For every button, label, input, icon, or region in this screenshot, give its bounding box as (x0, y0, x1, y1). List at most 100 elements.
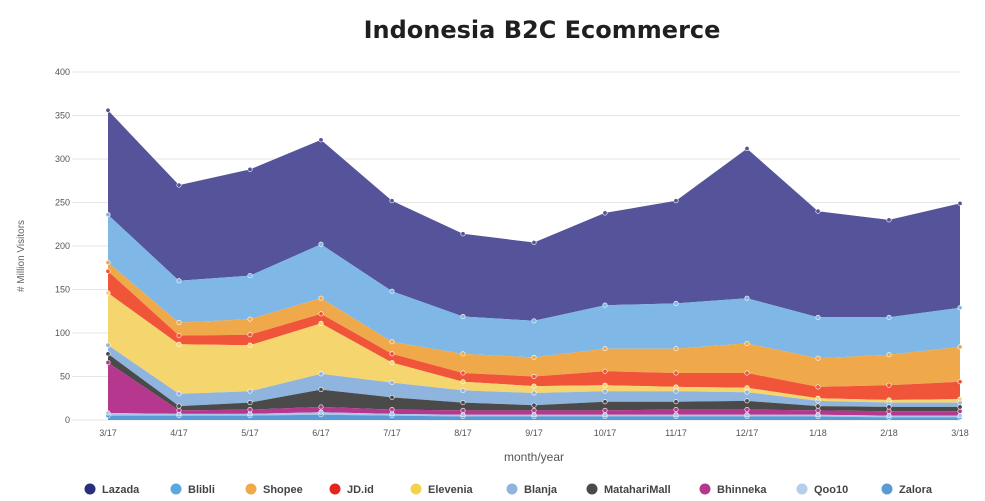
x-axis-label: month/year (504, 450, 564, 464)
legend-item-mataharimall: MatahariMall (586, 483, 671, 496)
point-bhinneka (744, 407, 750, 413)
legend-item-lazada: Lazada (84, 483, 140, 496)
point-mataharimall (247, 400, 253, 406)
legend-label: Blibli (188, 484, 215, 496)
legend-item-blibli: Blibli (170, 483, 215, 496)
point-bhinneka (460, 407, 466, 413)
point-shopee (460, 351, 466, 357)
x-tick-label: 3/18 (951, 428, 969, 438)
x-tick-label: 9/17 (525, 428, 543, 438)
area-shopee (108, 262, 960, 387)
point-lazada (389, 198, 395, 204)
point-mataharimall (105, 351, 111, 357)
point-bhinneka (105, 360, 111, 366)
point-mataharimall (815, 403, 821, 409)
point-bhinneka (389, 407, 395, 413)
point-shopee (176, 320, 182, 326)
point-shopee (531, 354, 537, 360)
point-jd.id (957, 379, 963, 385)
area-jd.id (108, 271, 960, 400)
point-mataharimall (673, 399, 679, 405)
legend-item-blanja: Blanja (506, 483, 558, 496)
point-blibli (602, 302, 608, 308)
chart-title: Indonesia B2C Ecommerce (364, 16, 721, 44)
point-qoo10 (318, 409, 324, 415)
point-lazada (886, 217, 892, 223)
point-shopee (389, 339, 395, 345)
point-blibli (176, 278, 182, 284)
x-tick-label: 8/17 (454, 428, 472, 438)
point-lazada (105, 107, 111, 113)
point-lazada (176, 182, 182, 188)
legend-marker (329, 483, 341, 495)
point-blanja (176, 391, 182, 397)
point-elevenia (460, 379, 466, 385)
point-qoo10 (602, 412, 608, 418)
x-tick-label: 10/17 (594, 428, 617, 438)
area-series (108, 110, 960, 420)
point-lazada (815, 208, 821, 214)
point-bhinneka (318, 404, 324, 410)
point-qoo10 (673, 412, 679, 418)
point-elevenia (247, 342, 253, 348)
point-qoo10 (815, 412, 821, 418)
point-blanja (531, 390, 537, 396)
point-mataharimall (957, 404, 963, 410)
point-blibli (318, 241, 324, 247)
point-elevenia (105, 290, 111, 296)
data-points (105, 107, 963, 420)
point-jd.id (247, 332, 253, 338)
point-qoo10 (460, 412, 466, 418)
legend-marker (84, 483, 96, 495)
point-elevenia (673, 384, 679, 390)
x-tick-label: 3/17 (99, 428, 117, 438)
legend-label: MatahariMall (604, 484, 671, 496)
legend-item-elevenia: Elevenia (410, 483, 474, 496)
point-bhinneka (176, 407, 182, 413)
point-qoo10 (389, 411, 395, 417)
legend-label: JD.id (347, 484, 374, 496)
point-qoo10 (247, 411, 253, 417)
point-shopee (815, 355, 821, 361)
point-shopee (602, 346, 608, 352)
legend-marker (881, 483, 893, 495)
point-qoo10 (105, 410, 111, 416)
y-axis-ticks: 0 50 100 150 200 250 300 350 400 (55, 67, 70, 425)
legend: Lazada Blibli Shopee JD.id Elevenia Blanja Mat… (84, 483, 933, 496)
point-lazada (531, 240, 537, 246)
point-shopee (744, 340, 750, 346)
x-axis-ticks: 3/17 4/17 5/17 6/17 7/17 8/17 9/17 10/17 11/17 12… (99, 428, 969, 438)
point-bhinneka (957, 408, 963, 414)
point-elevenia (318, 320, 324, 326)
point-blibli (744, 295, 750, 301)
y-tick-label: 300 (55, 154, 70, 164)
point-lazada (602, 210, 608, 216)
legend-marker (410, 483, 422, 495)
y-tick-label: 0 (65, 415, 70, 425)
point-blanja (105, 342, 111, 348)
legend-label: Zalora (899, 484, 933, 496)
point-jd.id (389, 351, 395, 357)
point-mataharimall (886, 404, 892, 410)
point-qoo10 (957, 413, 963, 419)
point-lazada (460, 231, 466, 237)
point-blibli (886, 314, 892, 320)
area-bhinneka (108, 362, 960, 416)
point-bhinneka (815, 407, 821, 413)
point-jd.id (460, 370, 466, 376)
y-axis-label: # Million Visitors (16, 220, 27, 292)
point-elevenia (815, 395, 821, 401)
point-jd.id (176, 333, 182, 339)
point-blanja (318, 371, 324, 377)
legend-label: Elevenia (428, 484, 474, 496)
point-shopee (886, 352, 892, 358)
point-bhinneka (531, 407, 537, 413)
point-blibli (247, 273, 253, 279)
point-bhinneka (602, 407, 608, 413)
point-blanja (247, 388, 253, 394)
y-tick-label: 350 (55, 111, 70, 121)
point-bhinneka (886, 408, 892, 414)
point-lazada (318, 137, 324, 143)
y-tick-label: 150 (55, 285, 70, 295)
